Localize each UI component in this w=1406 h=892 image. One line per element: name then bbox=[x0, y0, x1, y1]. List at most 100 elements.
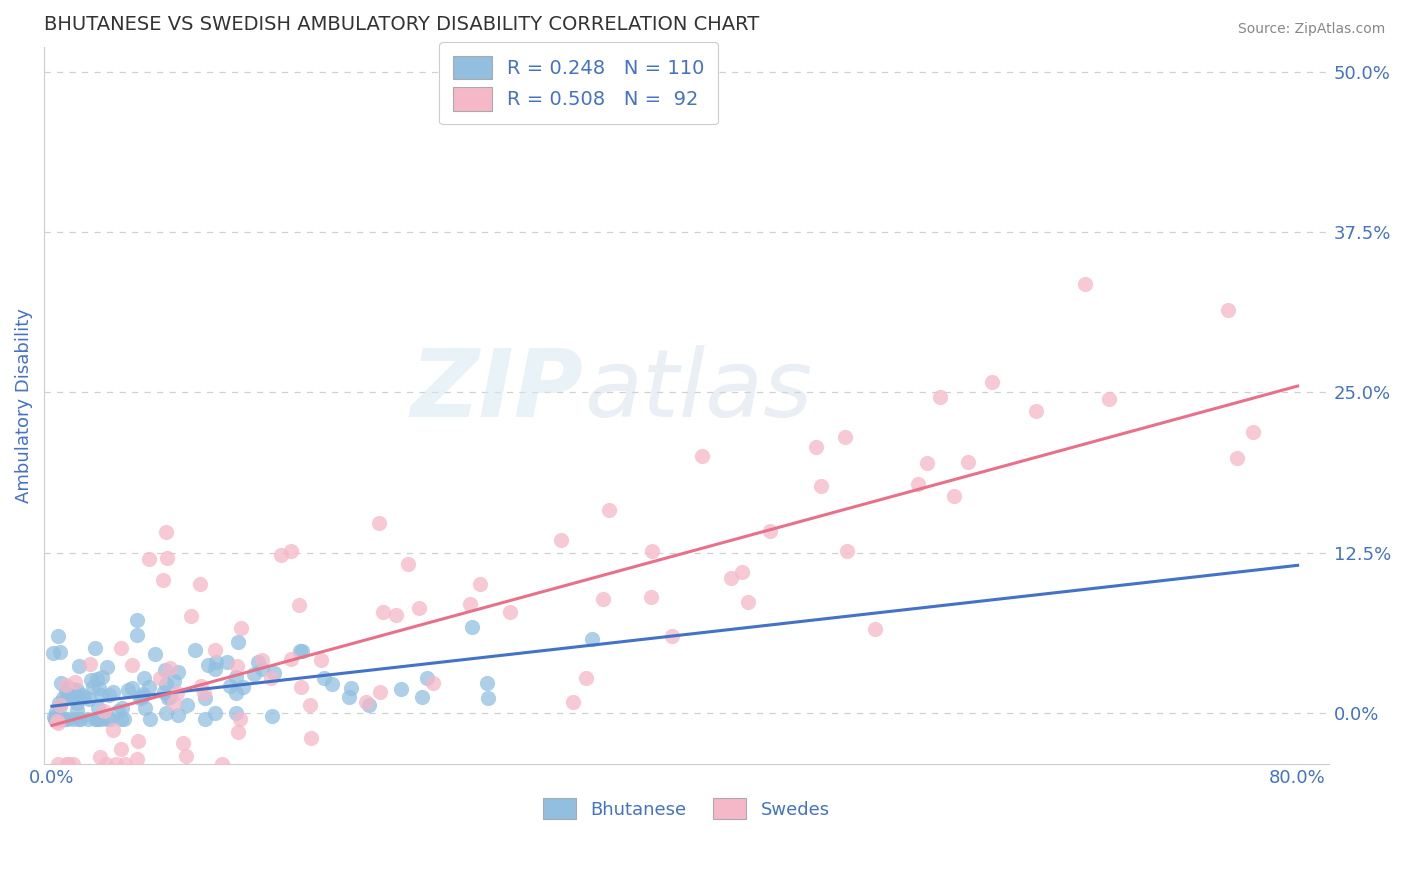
Text: atlas: atlas bbox=[583, 345, 811, 436]
Point bbox=[155, 706, 177, 720]
Point bbox=[204, 662, 226, 676]
Point bbox=[46, 715, 69, 730]
Point bbox=[242, 666, 264, 681]
Point bbox=[103, 685, 125, 699]
Y-axis label: Ambulatory Disability: Ambulatory Disability bbox=[15, 308, 32, 503]
Point bbox=[87, 712, 110, 726]
Point bbox=[225, 706, 247, 720]
Point bbox=[942, 489, 965, 503]
Point bbox=[810, 479, 832, 493]
Point bbox=[162, 673, 184, 688]
Point bbox=[188, 577, 211, 591]
Point bbox=[204, 706, 226, 720]
Point bbox=[226, 634, 249, 648]
Point bbox=[396, 557, 419, 571]
Point bbox=[219, 679, 242, 693]
Point bbox=[176, 698, 198, 712]
Point bbox=[581, 632, 603, 646]
Point bbox=[167, 665, 190, 679]
Point bbox=[55, 684, 77, 698]
Point bbox=[389, 681, 412, 696]
Point bbox=[129, 691, 152, 706]
Point bbox=[90, 689, 112, 703]
Point bbox=[260, 709, 283, 723]
Point bbox=[575, 671, 598, 685]
Point bbox=[96, 660, 118, 674]
Point bbox=[291, 643, 314, 657]
Point bbox=[67, 659, 90, 673]
Point bbox=[96, 712, 118, 726]
Point bbox=[270, 549, 292, 563]
Point bbox=[907, 477, 929, 491]
Point bbox=[73, 690, 96, 704]
Point bbox=[121, 658, 143, 673]
Point bbox=[562, 695, 585, 709]
Point bbox=[51, 676, 73, 690]
Point bbox=[83, 712, 105, 726]
Point bbox=[477, 691, 499, 706]
Point bbox=[155, 524, 177, 539]
Point bbox=[62, 756, 84, 771]
Point bbox=[86, 712, 108, 726]
Point bbox=[132, 671, 155, 685]
Point bbox=[44, 710, 66, 724]
Point bbox=[110, 712, 132, 726]
Point bbox=[367, 516, 389, 530]
Point bbox=[155, 677, 177, 691]
Point bbox=[1226, 451, 1249, 466]
Point bbox=[51, 712, 73, 726]
Point bbox=[134, 700, 156, 714]
Point bbox=[65, 675, 87, 690]
Point bbox=[70, 689, 93, 703]
Point bbox=[226, 659, 249, 673]
Point bbox=[211, 756, 233, 771]
Point bbox=[138, 552, 160, 566]
Point bbox=[86, 672, 108, 686]
Point bbox=[288, 598, 311, 612]
Point bbox=[49, 699, 72, 714]
Point bbox=[259, 671, 281, 685]
Point bbox=[226, 725, 249, 739]
Point bbox=[84, 641, 107, 656]
Point bbox=[1098, 392, 1121, 406]
Point bbox=[56, 712, 79, 726]
Point bbox=[111, 701, 134, 715]
Point bbox=[46, 756, 69, 771]
Point bbox=[131, 690, 153, 704]
Point bbox=[252, 662, 274, 676]
Point bbox=[1074, 277, 1097, 291]
Point bbox=[90, 712, 112, 726]
Point bbox=[66, 703, 89, 717]
Point bbox=[499, 605, 522, 619]
Point bbox=[422, 676, 444, 690]
Point bbox=[246, 655, 269, 669]
Point bbox=[837, 543, 859, 558]
Point bbox=[368, 685, 391, 699]
Point bbox=[180, 609, 202, 624]
Point bbox=[89, 749, 111, 764]
Point bbox=[152, 685, 174, 699]
Point bbox=[280, 651, 302, 665]
Point bbox=[87, 681, 110, 695]
Point bbox=[193, 685, 215, 699]
Point bbox=[416, 671, 439, 685]
Point bbox=[56, 681, 79, 695]
Text: Source: ZipAtlas.com: Source: ZipAtlas.com bbox=[1237, 22, 1385, 37]
Point bbox=[263, 665, 285, 680]
Point bbox=[77, 692, 100, 706]
Point bbox=[49, 645, 72, 659]
Point bbox=[458, 597, 481, 611]
Point bbox=[63, 688, 86, 702]
Point bbox=[44, 712, 66, 726]
Point bbox=[62, 712, 84, 726]
Point bbox=[143, 647, 166, 661]
Point bbox=[138, 680, 160, 694]
Point bbox=[149, 671, 172, 685]
Point bbox=[167, 707, 190, 722]
Point bbox=[309, 653, 332, 667]
Point bbox=[204, 643, 226, 657]
Point bbox=[107, 704, 129, 718]
Point bbox=[197, 658, 219, 673]
Point bbox=[103, 723, 125, 737]
Point bbox=[288, 644, 311, 658]
